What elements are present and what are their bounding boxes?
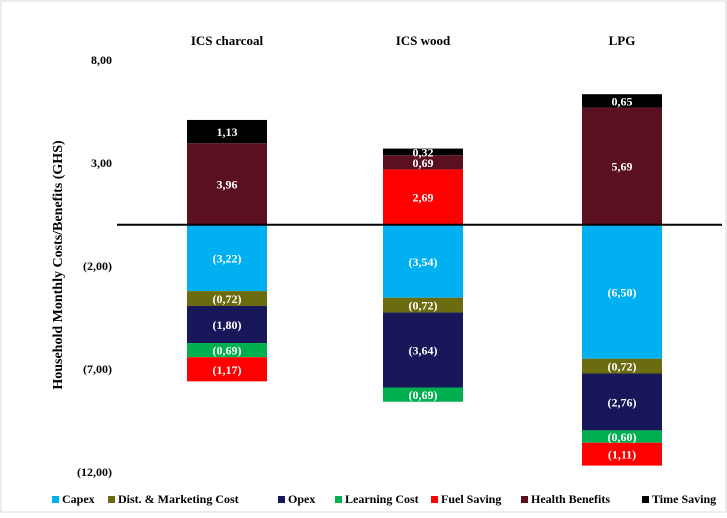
bar-segment-fuel-saving — [187, 357, 267, 382]
data-label: (1,17) — [213, 363, 242, 377]
bar-segment-health-benefits — [383, 155, 463, 170]
data-label: 1,13 — [217, 125, 238, 139]
data-label: 2,69 — [413, 191, 434, 205]
data-label: 3,96 — [217, 178, 238, 192]
data-label: (3,22) — [213, 251, 242, 265]
y-tick-label: 8,00 — [91, 53, 112, 67]
legend-swatch-opex — [278, 496, 285, 503]
y-tick-label: (2,00) — [83, 259, 112, 273]
bar-segment-opex — [383, 312, 463, 388]
legend-swatch-health-benefits — [521, 496, 528, 503]
y-axis: 8,00 3,00 (2,00) (7,00) (12,00) — [77, 53, 722, 479]
legend-label-health-benefits: Health Benefits — [531, 492, 610, 506]
bar-segment-health-benefits — [187, 143, 267, 225]
legend-swatch-time-saving — [642, 496, 649, 503]
y-axis-title: Household Monthly Costs/Benefits (GHS) — [51, 140, 66, 390]
bar-segment-capex — [383, 224, 463, 298]
data-label: (0,60) — [608, 430, 637, 444]
bar-segment-time-saving — [383, 148, 463, 156]
y-tick-label: 3,00 — [91, 156, 112, 170]
legend-label-opex: Opex — [288, 492, 315, 506]
legend-label-learning-cost: Learning Cost — [345, 492, 419, 506]
category-label-lpg: LPG — [609, 33, 636, 48]
bar-segment-opex — [582, 373, 662, 431]
bar-segment-capex — [582, 224, 662, 359]
data-label: 5,69 — [612, 160, 633, 174]
data-label: (1,80) — [213, 318, 242, 332]
data-label: (0,72) — [608, 360, 637, 374]
legend-swatch-fuel-saving — [431, 496, 438, 503]
legend-label-fuel-saving: Fuel Saving — [441, 492, 501, 506]
bar-segment-learning-cost — [582, 430, 662, 443]
category-labels: ICS charcoal ICS wood LPG — [191, 33, 636, 48]
bars-layer — [187, 94, 662, 466]
legend-label-time-saving: Time Saving — [652, 492, 716, 506]
data-label: (0,72) — [409, 299, 438, 313]
bar-segment-dist-marketing-cost — [383, 297, 463, 313]
data-label: 0,65 — [612, 94, 633, 108]
data-label: 0,69 — [413, 156, 434, 170]
data-label: (3,54) — [409, 255, 438, 269]
data-label: (0,69) — [409, 388, 438, 402]
data-label: 0,32 — [413, 145, 434, 159]
data-label: (3,64) — [409, 344, 438, 358]
data-label: (1,11) — [608, 448, 636, 462]
data-labels-layer: (3,22) (0,72) (1,80) (0,69) (1,17) 3,96 1,13 (3… — [213, 94, 637, 461]
legend-swatch-learning-cost — [335, 496, 342, 503]
bar-segment-health-benefits — [582, 107, 662, 225]
legend-swatch-capex — [52, 496, 59, 503]
category-label-ics-wood: ICS wood — [396, 33, 451, 48]
data-label: (0,72) — [213, 292, 242, 306]
bar-segment-dist-marketing-cost — [187, 291, 267, 306]
bar-segment-learning-cost — [187, 343, 267, 358]
legend-swatch-dist-marketing-cost — [108, 496, 115, 503]
bar-segment-learning-cost — [383, 387, 463, 402]
bar-segment-fuel-saving — [383, 169, 463, 225]
data-label: (6,50) — [608, 285, 637, 299]
y-tick-label: (7,00) — [83, 362, 112, 376]
legend-label-capex: Capex — [62, 492, 95, 506]
bar-segment-opex — [187, 305, 267, 344]
category-label-ics-charcoal: ICS charcoal — [191, 33, 264, 48]
data-label: (2,76) — [608, 395, 637, 409]
bar-segment-fuel-saving — [582, 442, 662, 466]
bar-segment-capex — [187, 224, 267, 292]
data-label: (0,69) — [213, 344, 242, 358]
bar-segment-dist-marketing-cost — [582, 358, 662, 374]
y-tick-label: (12,00) — [77, 465, 112, 479]
legend-label-dist-marketing-cost: Dist. & Marketing Cost — [118, 492, 239, 506]
bar-segment-time-saving — [187, 119, 267, 144]
bar-segment-time-saving — [582, 94, 662, 108]
legend: Capex Dist. & Marketing Cost Opex Learning … — [52, 492, 716, 506]
